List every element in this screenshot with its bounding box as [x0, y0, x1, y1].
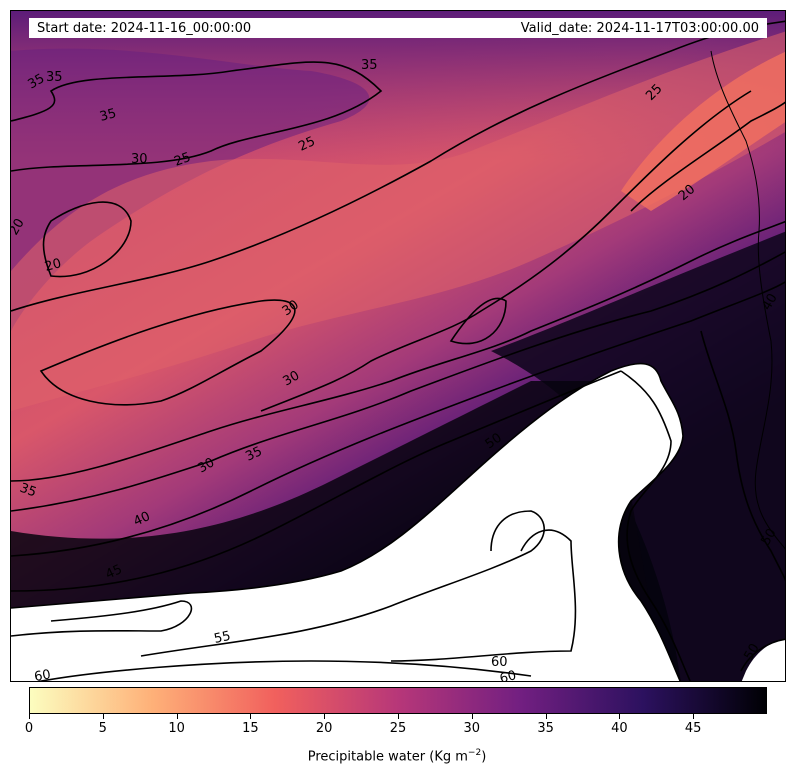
- colorbar-tick-label: 40: [611, 721, 628, 736]
- colorbar-tick-label: 30: [463, 721, 481, 736]
- colorbar-tick: [102, 714, 104, 719]
- masked-region-southeast: [741, 639, 785, 681]
- colorbar-label-close: ): [481, 749, 487, 765]
- colorbar-tick: [471, 714, 473, 719]
- contour-label: 35: [46, 70, 63, 85]
- dry-band: [11, 31, 785, 411]
- colorbar-tick-label: 0: [24, 721, 34, 736]
- contour-label: 25: [296, 134, 317, 155]
- contour-label: 35: [243, 444, 264, 465]
- colorbar-tick-label: 15: [242, 721, 259, 736]
- colorbar-tick-label: 35: [537, 721, 554, 736]
- contour-label: 55: [213, 629, 232, 647]
- contour-label: 30: [281, 368, 303, 389]
- start-date-label: Start date: 2024-11-16_00:00:00: [37, 20, 252, 36]
- map-panel: 35 35 35 35 25 30 25 25 20 20 20 30 30 3…: [10, 10, 786, 682]
- colorbar-tick: [176, 714, 178, 719]
- colorbar-tick-label: 20: [315, 721, 333, 736]
- valid-date-label: Valid_date: 2024-11-17T03:00:00.00: [520, 20, 759, 36]
- contour-label: 35: [18, 481, 39, 501]
- colorbar-label-exponent: −2: [467, 748, 482, 758]
- colorbar-tick-label: 25: [389, 721, 407, 736]
- coastline: [710, 50, 785, 550]
- contour-label: 35: [26, 71, 48, 92]
- dry-core-northeast: [621, 51, 785, 211]
- contour-label: 35: [361, 58, 378, 73]
- contour-label: 60: [33, 667, 52, 682]
- colorbar-tick: [619, 714, 621, 719]
- precipitable-water-map: 35 35 35 35 25 30 25 25 20 20 20 30 30 3…: [11, 11, 785, 682]
- colorbar-tick: [324, 714, 326, 719]
- colorbar-tick: [250, 714, 252, 719]
- colorbar-tick: [398, 714, 399, 719]
- contour-label: 60: [491, 655, 508, 670]
- colorbar-label: Precipitable water (Kg m−2): [0, 748, 794, 764]
- contour-label: 50: [741, 641, 762, 663]
- colorbar-tick: [693, 714, 695, 719]
- colorbar: [29, 687, 767, 714]
- moist-band-northwest: [11, 48, 370, 332]
- contour-lines: [11, 20, 785, 681]
- colorbar-tick: [29, 714, 30, 719]
- contour-label: 45: [103, 562, 124, 583]
- contour-label: 30: [196, 455, 218, 476]
- contour-label: 40: [131, 509, 152, 530]
- contour-label: 35: [98, 106, 118, 125]
- contour-label: 40: [759, 291, 780, 313]
- colorbar-tick-label: 10: [168, 721, 185, 736]
- colorbar-tick: [545, 714, 547, 719]
- contour-label: 30: [131, 152, 148, 167]
- contour-label: 50: [758, 526, 779, 548]
- colorbar-tick-label: 5: [98, 721, 107, 736]
- contour-label: 20: [43, 256, 63, 275]
- contour-label: 60: [498, 668, 518, 682]
- colorbar-tick-label: 45: [684, 721, 702, 736]
- contour-label: 25: [172, 150, 193, 170]
- colorbar-label-text: Precipitable water (Kg m: [307, 749, 468, 765]
- header-bar: Start date: 2024-11-16_00:00:00 Valid_da…: [29, 18, 767, 38]
